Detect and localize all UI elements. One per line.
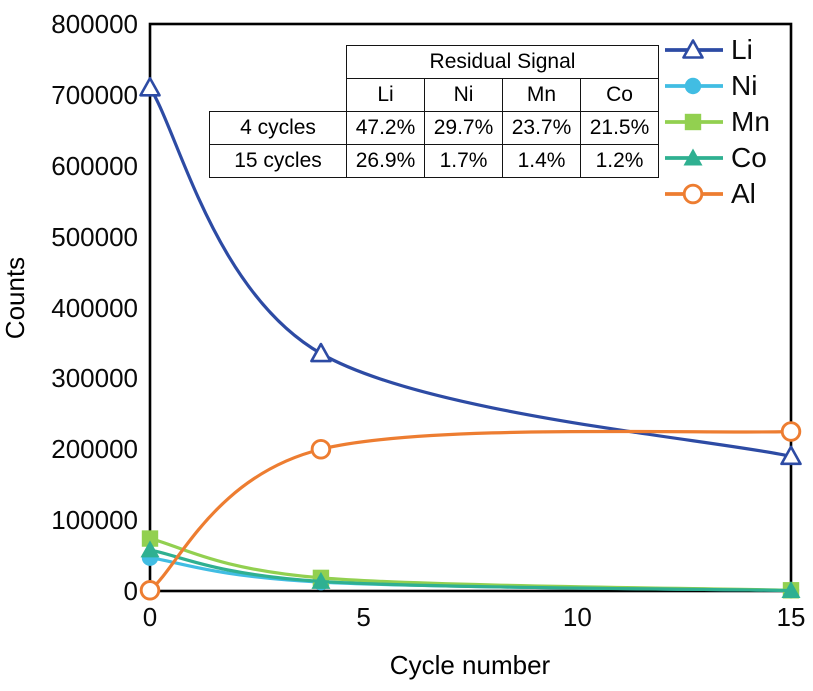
table-cell: 1.2% [580, 144, 659, 178]
table-col-header-co: Co [580, 78, 659, 112]
legend-key-ni [665, 77, 723, 95]
x-tick-label: 5 [356, 602, 371, 632]
table-cell: 21.5% [580, 111, 659, 145]
legend-item-li: Li [663, 34, 770, 65]
x-tick-label: 15 [776, 602, 806, 632]
table-corner-blank [210, 79, 347, 112]
y-tick-label: 500000 [51, 221, 138, 252]
legend-item-al: Al [663, 178, 770, 209]
y-tick-label: 600000 [51, 150, 138, 181]
li-marker-icon [310, 342, 332, 363]
legend-key-al [665, 183, 723, 205]
co-marker-icon [781, 581, 801, 599]
chart-legend: Li Ni Mn Co Al [663, 34, 770, 215]
legend-key-co [665, 148, 723, 166]
y-tick-label: 800000 [51, 9, 138, 39]
table-cell: 26.9% [346, 144, 425, 178]
legend-al-marker-icon [682, 183, 704, 205]
y-tick-label: 0 [123, 576, 138, 606]
x-axis-title: Cycle number [389, 650, 551, 680]
y-tick-label: 400000 [51, 292, 138, 323]
legend-item-mn: Mn [663, 106, 770, 137]
x-tick-label: 0 [142, 602, 158, 632]
table-row: 15 cycles 26.9% 1.7% 1.4% 1.2% [209, 144, 659, 178]
table-cell: 23.7% [502, 111, 581, 145]
legend-item-ni: Ni [663, 70, 770, 101]
table-cell: 1.4% [502, 144, 581, 178]
table-row-label: 15 cycles [209, 144, 347, 178]
x-tick-label: 10 [562, 602, 592, 632]
li-marker-icon [780, 445, 802, 466]
al-marker-icon [139, 580, 161, 601]
table-cell: 1.7% [424, 144, 503, 178]
legend-key-li [665, 39, 723, 59]
plot-border [148, 22, 793, 593]
al-marker-icon [780, 421, 802, 442]
table-title: Residual Signal [346, 45, 659, 79]
y-tick-label: 200000 [51, 434, 138, 465]
y-tick-label: 100000 [51, 505, 138, 536]
al-marker-icon [310, 439, 332, 460]
table-col-header-ni: Ni [424, 78, 503, 112]
co-marker-icon [140, 540, 160, 558]
legend-label-ni: Ni [731, 70, 758, 101]
legend-mn-marker-icon [684, 113, 702, 131]
co-marker-icon [311, 571, 331, 589]
legend-label-mn: Mn [731, 106, 770, 137]
table-row-label: 4 cycles [209, 111, 347, 145]
legend-item-co: Co [663, 142, 770, 173]
y-tick-label: 300000 [51, 363, 138, 394]
table-col-header-li: Li [346, 78, 425, 112]
y-tick-label: 700000 [51, 79, 138, 110]
legend-ni-marker-icon [684, 77, 702, 95]
series-line-li [148, 86, 793, 458]
legend-label-li: Li [731, 34, 753, 65]
series-line-co [148, 548, 793, 593]
legend-li-marker-icon [682, 39, 704, 59]
series-line-al [148, 429, 793, 592]
mn-marker-icon [141, 530, 159, 547]
legend-label-co: Co [731, 142, 767, 173]
legend-key-mn [665, 113, 723, 131]
y-axis-title: Counts [0, 256, 30, 340]
table-corner-blank [210, 46, 347, 79]
series-line-mn [148, 536, 793, 592]
table-row: 4 cycles 47.2% 29.7% 23.7% 21.5% [209, 111, 659, 145]
table-cell: 29.7% [424, 111, 503, 145]
table-col-header-mn: Mn [502, 78, 581, 112]
residual-signal-table: Residual Signal Li Ni Mn Co 4 cycles 47.2% 29.7… [209, 45, 659, 178]
table-cell: 47.2% [346, 111, 425, 145]
legend-label-al: Al [731, 178, 756, 209]
legend-co-marker-icon [683, 148, 703, 166]
li-marker-icon [139, 76, 161, 97]
